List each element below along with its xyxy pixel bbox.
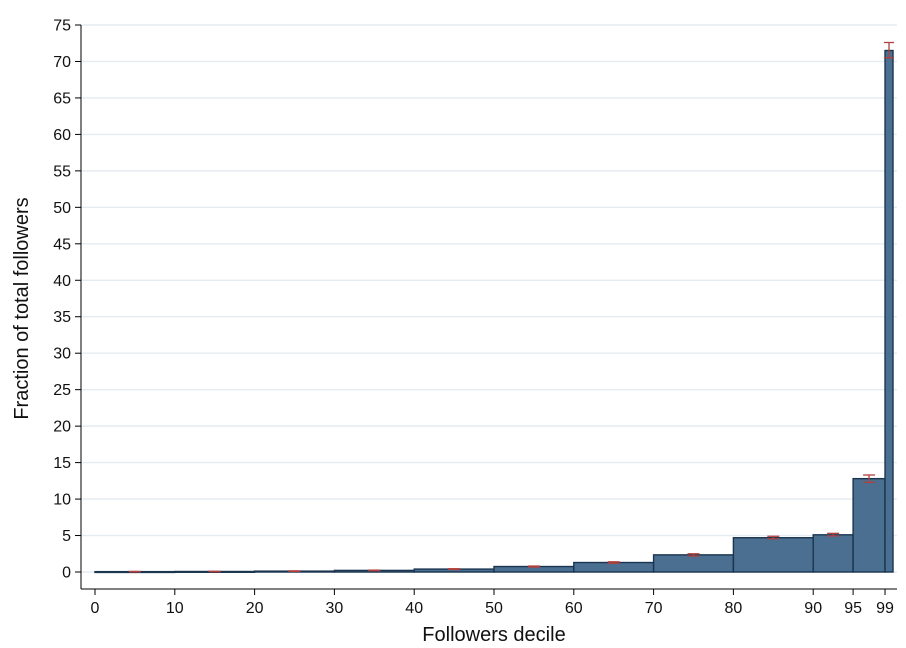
y-tick-label: 35 (53, 309, 71, 326)
x-tick-label: 99 (876, 600, 894, 617)
bar (652, 554, 735, 573)
gridlines (81, 24, 897, 573)
x-axis-title: Followers decile (422, 624, 565, 646)
bar (812, 534, 854, 573)
y-tick-label: 60 (53, 127, 71, 144)
error-bar (448, 568, 461, 571)
y-tick-label: 65 (53, 90, 71, 107)
bar (732, 537, 814, 573)
error-bar (607, 561, 620, 564)
y-tick-label: 0 (62, 565, 71, 582)
y-tick-label: 30 (53, 346, 71, 363)
y-axis-title: Fraction of total followers (11, 197, 33, 419)
bar (884, 49, 894, 573)
y-axis-ticks: 0 5 10 15 20 25 30 35 40 45 50 55 60 65 70 75 (53, 18, 81, 582)
error-bar (368, 569, 381, 572)
y-tick-label: 40 (53, 273, 71, 290)
error-bar (767, 535, 780, 540)
y-tick-label: 45 (53, 236, 71, 253)
x-tick-label: 0 (91, 600, 100, 617)
x-tick-label: 95 (844, 600, 862, 617)
x-tick-label: 40 (405, 600, 423, 617)
x-tick-label: 20 (246, 600, 264, 617)
x-tick-label: 90 (804, 600, 822, 617)
y-tick-label: 70 (53, 54, 71, 71)
error-bar (883, 41, 895, 59)
error-bars (128, 41, 895, 573)
y-tick-label: 75 (53, 18, 71, 35)
y-tick-label: 55 (53, 163, 71, 180)
y-tick-label: 10 (53, 492, 71, 509)
y-tick-label: 5 (62, 528, 71, 545)
error-bar (288, 570, 301, 572)
bar (852, 477, 886, 573)
error-bar (687, 553, 700, 557)
x-tick-label: 80 (725, 600, 743, 617)
y-tick-label: 50 (53, 200, 71, 217)
y-tick-label: 15 (53, 455, 71, 472)
bar (573, 561, 655, 573)
x-axis-ticks: 0 10 20 30 40 50 60 70 80 90 95 99 (91, 589, 894, 617)
error-bar (863, 474, 876, 483)
x-tick-label: 50 (485, 600, 503, 617)
x-tick-label: 10 (166, 600, 184, 617)
axes (80, 25, 897, 590)
x-tick-label: 30 (326, 600, 344, 617)
error-bar (527, 565, 540, 568)
x-tick-label: 60 (565, 600, 583, 617)
error-bar (827, 532, 840, 537)
x-tick-label: 70 (645, 600, 663, 617)
y-tick-label: 20 (53, 419, 71, 436)
bars (94, 49, 894, 574)
y-tick-label: 25 (53, 382, 71, 399)
